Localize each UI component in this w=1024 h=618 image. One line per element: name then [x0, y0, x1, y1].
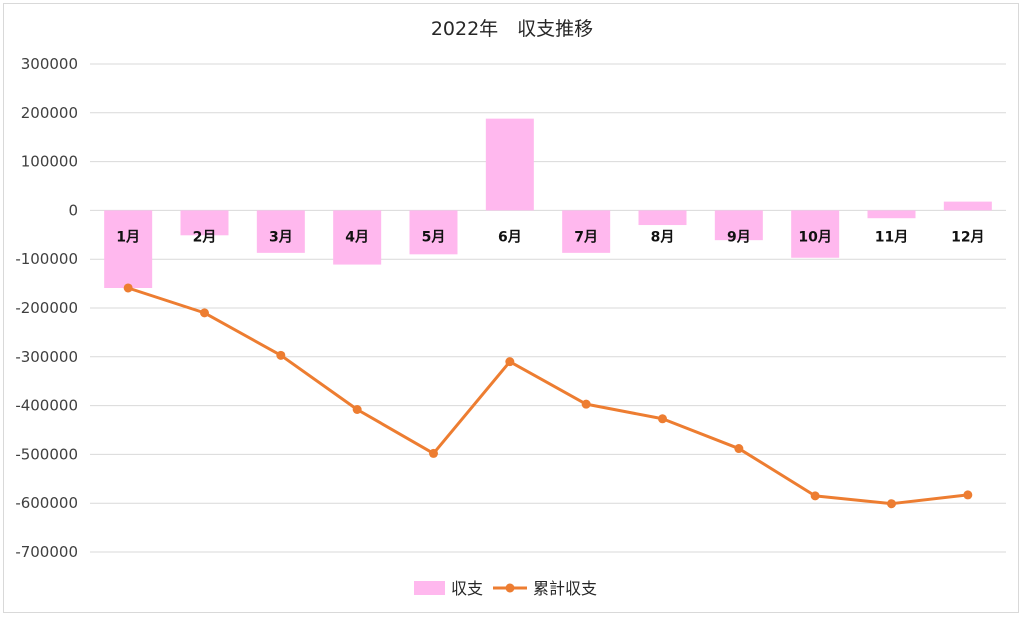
- data-point: [429, 448, 438, 458]
- x-tick-label: 12月: [951, 229, 984, 245]
- y-tick-label: 0: [68, 201, 78, 219]
- chart-frame: [3, 3, 1019, 613]
- bar: [638, 210, 687, 226]
- legend-swatch-marker: [505, 583, 515, 593]
- bar: [104, 210, 153, 288]
- bar-series: [104, 118, 992, 288]
- bar: [562, 210, 611, 253]
- bar: [409, 210, 458, 255]
- y-tick-label: 300000: [21, 55, 78, 73]
- bar: [791, 210, 840, 258]
- series-line: [127, 286, 969, 506]
- legend-label: 収支: [451, 579, 483, 598]
- bar: [256, 210, 305, 253]
- y-tick-label: -300000: [15, 348, 78, 366]
- data-point: [123, 283, 133, 293]
- data-point: [658, 414, 667, 424]
- y-tick-label: -200000: [15, 299, 78, 317]
- data-point: [352, 405, 362, 415]
- x-tick-label: 5月: [422, 229, 446, 245]
- legend: 収支 累計収支: [414, 579, 597, 598]
- x-tick-label: 11月: [875, 229, 908, 245]
- data-point: [810, 491, 820, 501]
- data-point: [887, 499, 896, 509]
- data-point: [276, 350, 286, 360]
- y-tick-label: -600000: [15, 494, 78, 512]
- data-point: [505, 357, 515, 367]
- line-series: [123, 283, 973, 509]
- bar: [485, 118, 534, 211]
- data-point: [200, 308, 209, 318]
- data-point: [963, 490, 973, 500]
- y-axis-ticks: 300000 200000 100000 0 -100000 -200000 -300000…: [15, 55, 78, 561]
- bar: [333, 210, 382, 265]
- x-tick-label: 10月: [798, 229, 831, 245]
- category-labels: 1月 2月 3月 4月 5月 6月 7月 8月 9月 10月 11月 12月: [116, 229, 984, 245]
- bar: [867, 210, 916, 219]
- grid-layer: [90, 63, 1006, 553]
- data-point: [581, 399, 591, 409]
- x-tick-label: 7月: [574, 229, 598, 245]
- x-tick-label: 8月: [651, 229, 675, 245]
- legend-label: 累計収支: [533, 579, 597, 598]
- y-tick-label: -500000: [15, 445, 78, 463]
- x-tick-label: 6月: [498, 229, 522, 245]
- x-tick-label: 9月: [727, 229, 751, 245]
- legend-swatch-bar: [414, 581, 445, 595]
- data-point: [734, 444, 744, 454]
- y-tick-label: -100000: [15, 250, 78, 268]
- y-tick-label: 100000: [21, 153, 78, 171]
- y-tick-label: -400000: [15, 397, 78, 415]
- x-tick-label: 3月: [269, 229, 293, 245]
- x-tick-label: 1月: [116, 229, 140, 245]
- bar: [714, 210, 763, 241]
- chart-title: 2022年 収支推移: [430, 18, 594, 40]
- x-tick-label: 2月: [193, 229, 217, 245]
- x-tick-label: 4月: [345, 229, 369, 245]
- y-tick-label: -700000: [15, 543, 78, 561]
- bar: [180, 210, 229, 236]
- y-tick-label: 200000: [21, 104, 78, 122]
- bar: [943, 201, 992, 211]
